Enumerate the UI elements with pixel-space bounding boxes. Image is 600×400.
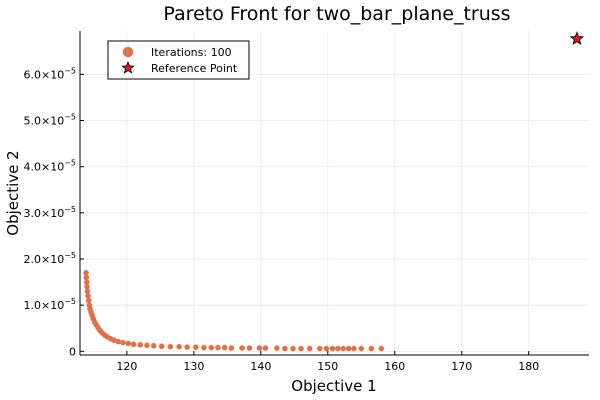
y-tick-mantissa: 3.0×10 bbox=[23, 207, 64, 220]
pareto-point bbox=[85, 293, 91, 299]
y-tick-label: 0 bbox=[69, 345, 76, 358]
y-tick-label: 5.0×10−5 bbox=[23, 113, 76, 128]
legend-marker-star bbox=[121, 60, 135, 74]
x-tick-label: 120 bbox=[116, 360, 137, 373]
y-tick-label: 2.0×10−5 bbox=[23, 251, 76, 266]
x-tick-label: 140 bbox=[250, 360, 271, 373]
pareto-point bbox=[130, 341, 137, 348]
reference-point-star bbox=[569, 31, 585, 45]
pareto-point bbox=[176, 343, 182, 350]
pareto-point bbox=[306, 345, 313, 352]
pareto-point bbox=[274, 345, 280, 351]
pareto-point bbox=[120, 339, 126, 346]
legend-label-iterations: Iterations: 100 bbox=[151, 46, 232, 59]
legend-label-reference: Reference Point bbox=[151, 62, 238, 75]
y-tick-mantissa: 4.0×10 bbox=[23, 161, 64, 174]
y-tick-mantissa: 2.0×10 bbox=[23, 253, 64, 266]
pareto-point bbox=[340, 345, 347, 352]
legend: Iterations: 100 Reference Point bbox=[107, 40, 250, 80]
y-tick-exponent: −5 bbox=[64, 113, 76, 122]
pareto-point bbox=[115, 338, 121, 345]
pareto-point bbox=[184, 344, 190, 350]
pareto-point bbox=[246, 345, 253, 351]
pareto-point bbox=[167, 343, 174, 350]
pareto-point bbox=[83, 279, 90, 285]
pareto-point bbox=[84, 283, 90, 290]
x-axis-title: Objective 1 bbox=[291, 377, 376, 395]
pareto-point bbox=[323, 345, 330, 352]
pareto-point bbox=[329, 345, 336, 352]
pareto-point bbox=[378, 345, 385, 352]
x-ticks: 120 130 140 150 160 170 180 bbox=[116, 351, 539, 373]
legend-marker-circle bbox=[122, 46, 134, 58]
y-tick-label: 4.0×10−5 bbox=[23, 159, 76, 174]
chart-title: Pareto Front for two_bar_plane_truss bbox=[163, 3, 510, 25]
y-tick-exponent: −5 bbox=[64, 159, 76, 168]
pareto-point bbox=[84, 288, 91, 295]
pareto-point bbox=[201, 344, 207, 351]
pareto-point bbox=[215, 344, 221, 351]
pareto-point bbox=[83, 274, 90, 281]
pareto-point bbox=[368, 345, 375, 352]
x-tick-label: 150 bbox=[317, 360, 338, 373]
y-tick-exponent: −5 bbox=[64, 297, 76, 306]
pareto-point bbox=[351, 345, 357, 352]
pareto-point bbox=[150, 342, 157, 349]
pareto-point bbox=[228, 345, 235, 351]
pareto-point bbox=[282, 345, 288, 352]
pareto-point bbox=[298, 345, 304, 352]
y-tick-mantissa: 1.0×10 bbox=[23, 299, 64, 312]
pareto-point bbox=[137, 342, 144, 348]
y-tick-exponent: −5 bbox=[64, 205, 76, 214]
pareto-point bbox=[316, 345, 323, 352]
grid bbox=[80, 31, 589, 355]
pareto-point bbox=[221, 344, 228, 351]
pareto-point bbox=[158, 343, 165, 350]
x-tick-label: 180 bbox=[518, 360, 539, 373]
pareto-point bbox=[262, 345, 269, 351]
y-tick-exponent: −5 bbox=[64, 66, 76, 75]
y-tick-mantissa: 5.0×10 bbox=[23, 115, 64, 128]
x-tick-label: 160 bbox=[384, 360, 405, 373]
pareto-point bbox=[85, 297, 92, 304]
pareto-point bbox=[83, 270, 89, 276]
y-axis-title: Objective 2 bbox=[4, 150, 22, 235]
pareto-point bbox=[144, 342, 150, 349]
pareto-point bbox=[208, 344, 215, 351]
pareto-point bbox=[345, 345, 352, 352]
y-tick-mantissa: 6.0×10 bbox=[23, 68, 64, 81]
y-tick-exponent: −5 bbox=[64, 251, 76, 260]
pareto-point bbox=[256, 345, 263, 351]
data-points bbox=[83, 31, 585, 352]
pareto-point bbox=[193, 344, 199, 350]
y-tick-label: 1.0×10−5 bbox=[23, 297, 76, 312]
y-tick-label: 6.0×10−5 bbox=[23, 66, 76, 81]
pareto-point bbox=[290, 345, 296, 352]
pareto-point bbox=[335, 345, 341, 352]
pareto-point bbox=[125, 340, 132, 347]
pareto-point bbox=[239, 345, 245, 351]
x-tick-label: 130 bbox=[183, 360, 204, 373]
x-tick-label: 170 bbox=[451, 360, 472, 373]
pareto-point bbox=[358, 345, 365, 352]
y-tick-label: 3.0×10−5 bbox=[23, 205, 76, 220]
y-ticks: 01.0×10−52.0×10−53.0×10−54.0×10−55.0×10−… bbox=[23, 66, 84, 358]
